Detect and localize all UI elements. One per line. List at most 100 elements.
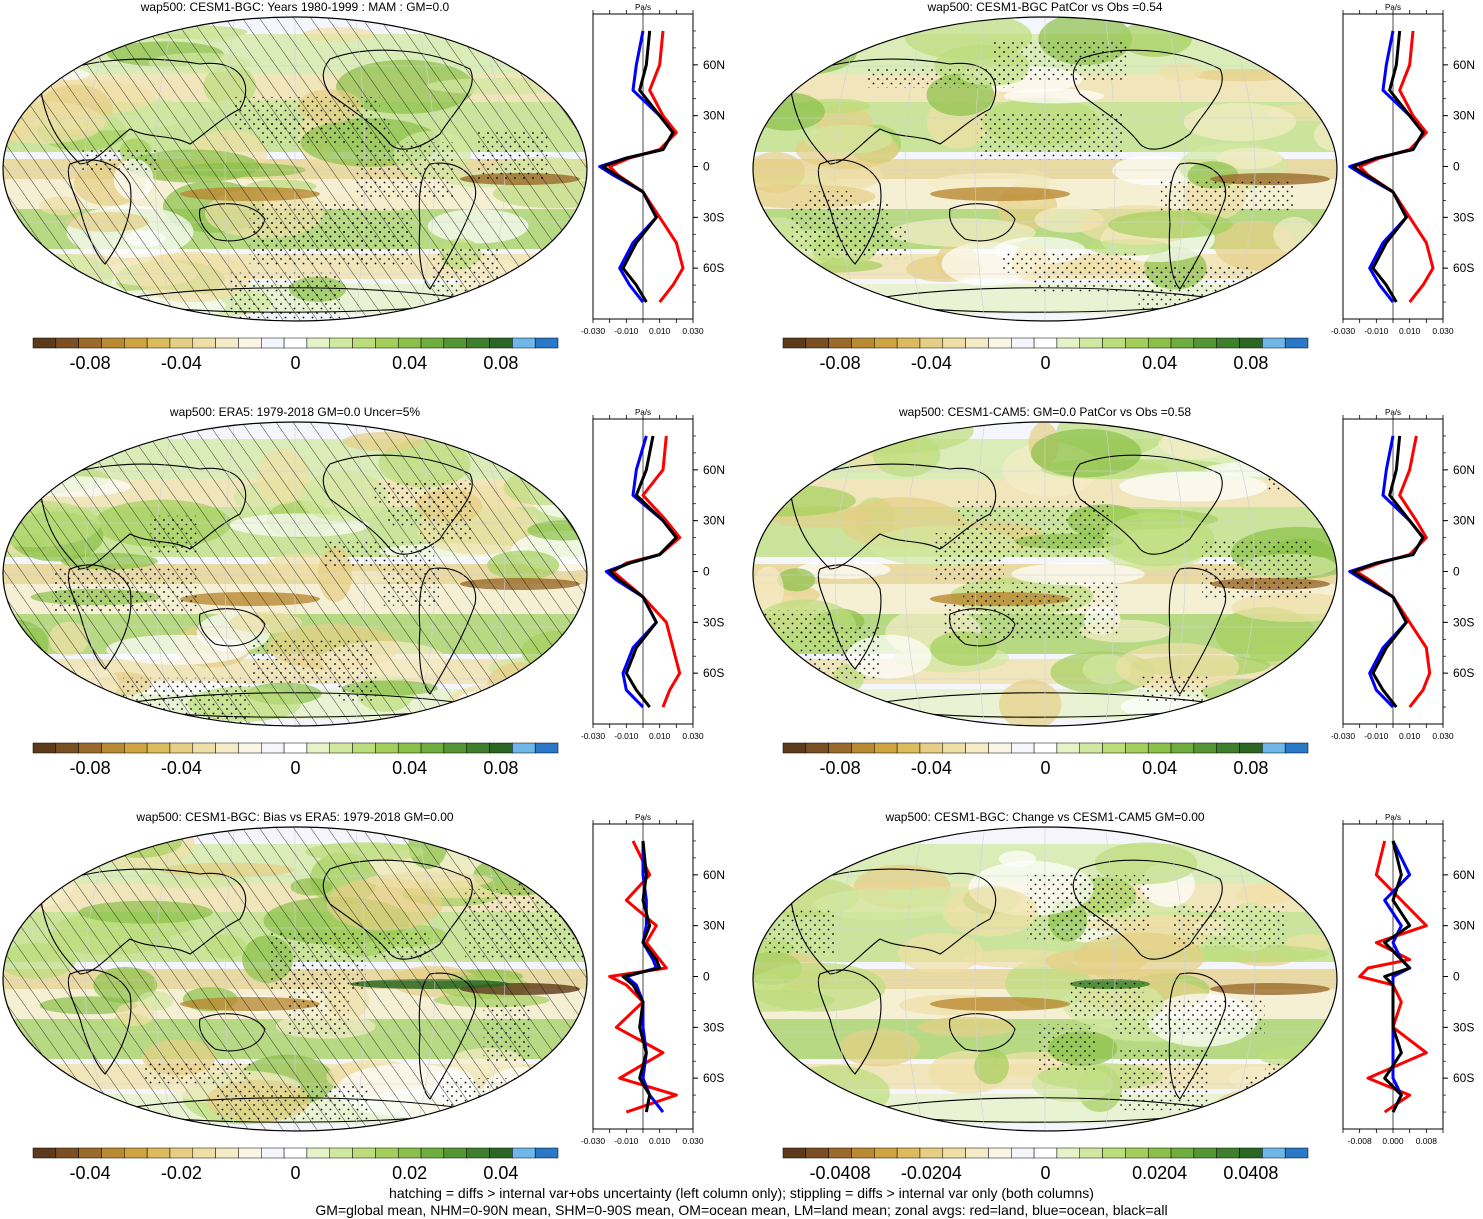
zonal-x-tick-label: 0.030 [682, 326, 704, 336]
colorbar-swatch [283, 1147, 308, 1159]
colorbar-tick-label: 0 [1040, 758, 1050, 778]
colorbar-swatch [215, 1147, 239, 1159]
colorbar-swatch [420, 1147, 445, 1159]
zonal-x-tick-label: -0.030 [1331, 731, 1355, 741]
zonal-series-all [621, 840, 662, 1113]
panel-title: wap500: CESM1-CAM5: GM=0.0 PatCor vs Obs… [898, 405, 1192, 419]
colorbar-swatch [1193, 1147, 1217, 1159]
colorbar-swatch [283, 337, 308, 349]
latitude-label: 30N [703, 514, 725, 528]
colorbar-tick-label: -0.08 [820, 353, 861, 373]
colorbar-swatch [1193, 742, 1217, 754]
latitude-label: 60S [1453, 1071, 1474, 1085]
colorbar-swatch [420, 742, 445, 754]
colorbar-swatch [101, 1147, 125, 1159]
colorbar-swatch [828, 742, 852, 754]
colorbar-swatch [1079, 1147, 1103, 1159]
latitude-label: 30S [1453, 210, 1474, 224]
colorbar-swatch [919, 742, 944, 754]
colorbar-tick-label: 0.04 [1142, 353, 1177, 373]
colorbar-swatch [1011, 1147, 1035, 1159]
colorbar-swatch [32, 1147, 57, 1159]
colorbar-swatch [352, 742, 376, 754]
colorbar-swatch [1262, 742, 1286, 754]
colorbar-swatch [420, 337, 445, 349]
colorbar-tick-label: 0.04 [392, 353, 427, 373]
colorbar-tick-label: 0.08 [483, 758, 518, 778]
latitude-label: 30N [703, 109, 725, 123]
colorbar-swatch [329, 337, 353, 349]
colorbar-swatch [965, 742, 989, 754]
colorbar-swatch [1216, 1147, 1240, 1159]
colorbar-swatch [1170, 337, 1195, 349]
zonal-x-tick-label: -0.010 [614, 1136, 638, 1146]
zonal-average-plot: Pa/s 60N 30N 0 30S 60S -0.030 -0.010 0.010 0.030 [1331, 3, 1475, 336]
colorbar-swatch [329, 742, 353, 754]
zonal-x-tick-label: -0.010 [614, 326, 638, 336]
zonal-unit-label: Pa/s [1385, 408, 1401, 417]
colorbar-swatch [192, 742, 216, 754]
colorbar-swatch [988, 742, 1012, 754]
colorbar-swatch [283, 742, 308, 754]
colorbar-swatch [306, 742, 330, 754]
colorbar-swatch [988, 1147, 1012, 1159]
zonal-x-tick-label: -0.030 [581, 731, 605, 741]
colorbar-swatch [55, 337, 79, 349]
colorbar-tick-label: 0 [1040, 353, 1050, 373]
colorbar-swatch [874, 337, 898, 349]
colorbar-swatch [397, 742, 422, 754]
colorbar-swatch [1284, 742, 1309, 754]
colorbar-swatch [1079, 742, 1103, 754]
colorbar-swatch [1262, 337, 1286, 349]
colorbar-swatch [512, 1147, 536, 1159]
colorbar-swatch [965, 1147, 989, 1159]
latitude-label: 0 [1453, 160, 1460, 174]
colorbar-swatch [192, 337, 216, 349]
latitude-label: 30S [1453, 615, 1474, 629]
colorbar-swatch [1011, 337, 1035, 349]
colorbar-swatch [942, 742, 966, 754]
colorbar-swatch [443, 742, 467, 754]
colorbar-tick-label: 0 [1040, 1163, 1050, 1183]
zonal-unit-label: Pa/s [1385, 3, 1401, 12]
colorbar-swatch [1125, 1147, 1149, 1159]
colorbar-swatch [101, 742, 125, 754]
zonal-series-ocean [1348, 30, 1425, 303]
colorbar-tick-label: 0.0204 [1132, 1163, 1187, 1183]
colorbar-tick-label: 0.04 [483, 1163, 518, 1183]
zonal-x-tick-label: -0.010 [1364, 731, 1388, 741]
zonal-x-tick-label: -0.030 [581, 326, 605, 336]
colorbar-swatch [397, 337, 422, 349]
colorbar-swatch [1239, 742, 1263, 754]
colorbar-swatch [306, 1147, 330, 1159]
colorbar-swatch [238, 337, 262, 349]
colorbar-tick-label: 0.08 [1233, 758, 1268, 778]
colorbar-swatch [466, 742, 490, 754]
latitude-label: 30S [703, 615, 724, 629]
map-panel-2: wap500: CESM1-BGC PatCor vs Obs =0.54 -0.… [750, 0, 1483, 400]
panel-title: wap500: ERA5: 1979-2018 GM=0.0 Uncer=5% [169, 405, 421, 419]
zonal-series-all [1351, 30, 1425, 303]
colorbar-swatch [32, 742, 57, 754]
zonal-x-tick-label: 0.010 [649, 1136, 671, 1146]
colorbar: -0.0408 -0.0204 0 0.0204 0.0408 [782, 1147, 1309, 1183]
colorbar-swatch [329, 1147, 353, 1159]
colorbar-tick-label: 0.08 [1233, 353, 1268, 373]
colorbar-swatch [534, 1147, 559, 1159]
panel-title: wap500: CESM1-BGC PatCor vs Obs =0.54 [927, 0, 1163, 14]
colorbar-swatch [828, 337, 852, 349]
colorbar-swatch [124, 337, 148, 349]
zonal-average-plot: Pa/s 60N 30N 0 30S 60S -0.030 -0.010 0.010 0.030 [581, 813, 725, 1146]
colorbar-swatch [466, 1147, 490, 1159]
zonal-x-tick-label: 0.010 [1399, 326, 1421, 336]
map-panel-4: wap500: CESM1-CAM5: GM=0.0 PatCor vs Obs… [750, 405, 1483, 805]
latitude-label: 0 [1453, 565, 1460, 579]
latitude-label: 60S [703, 666, 724, 680]
colorbar-tick-label: 0.08 [483, 353, 518, 373]
zonal-x-tick-label: -0.008 [1348, 1136, 1372, 1146]
colorbar-swatch [1079, 337, 1103, 349]
world-map [752, 826, 1338, 1132]
colorbar-swatch [919, 337, 944, 349]
colorbar-swatch [169, 337, 194, 349]
zonal-series-land [608, 840, 678, 1114]
